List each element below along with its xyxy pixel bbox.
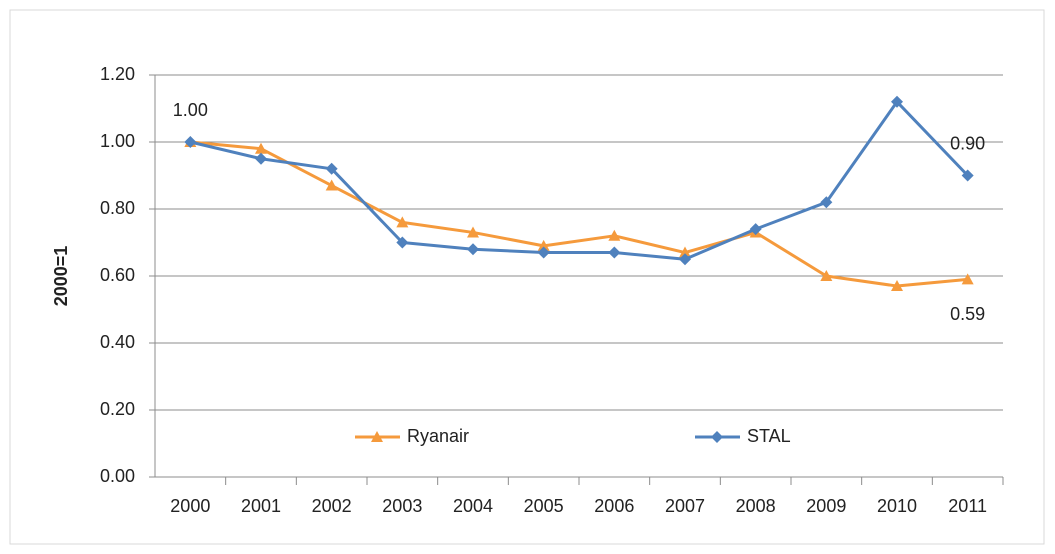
y-tick-label: 0.60 (100, 265, 135, 285)
marker (820, 196, 833, 209)
legend-label: STAL (747, 426, 791, 446)
x-tick-label: 2008 (736, 496, 776, 516)
x-tick-label: 2002 (312, 496, 352, 516)
marker (255, 152, 267, 165)
marker (537, 239, 550, 251)
x-tick-label: 2000 (170, 496, 210, 516)
y-tick-label: 0.80 (100, 198, 135, 218)
data-label: 0.59 (950, 304, 985, 324)
x-tick-label: 2004 (453, 496, 493, 516)
marker (891, 280, 903, 292)
marker (961, 273, 974, 285)
marker (891, 95, 903, 108)
marker (325, 179, 338, 191)
marker (820, 270, 833, 281)
data-label: 0.90 (950, 133, 985, 153)
marker (711, 431, 723, 443)
y-tick-label: 0.20 (100, 399, 135, 419)
data-label: 1.00 (173, 100, 208, 120)
marker (608, 229, 621, 241)
legend-label: Ryanair (407, 426, 469, 446)
x-tick-label: 2010 (877, 496, 917, 516)
x-tick-label: 2006 (594, 496, 634, 516)
marker (537, 246, 550, 259)
marker (467, 226, 479, 238)
x-tick-label: 2003 (382, 496, 422, 516)
marker (184, 136, 197, 148)
marker (679, 246, 691, 258)
marker (749, 223, 762, 236)
chart-border (9, 9, 1045, 545)
marker (961, 169, 974, 182)
marker (608, 246, 621, 259)
y-tick-label: 1.00 (100, 131, 135, 151)
x-tick-label: 2001 (241, 496, 281, 516)
marker (396, 236, 409, 249)
y-tick-label: 0.40 (100, 332, 135, 352)
series-line (190, 140, 968, 288)
y-tick-label: 1.20 (100, 64, 135, 84)
marker (396, 216, 409, 228)
marker (371, 431, 383, 442)
marker (255, 142, 267, 154)
marker (679, 253, 691, 266)
x-tick-label: 2005 (524, 496, 564, 516)
y-tick-label: 0.00 (100, 466, 135, 486)
y-axis-label: 2000=1 (51, 246, 71, 307)
marker (467, 243, 479, 256)
series-line (189, 100, 969, 261)
x-tick-label: 2011 (948, 496, 987, 516)
x-tick-label: 2009 (806, 496, 846, 516)
marker (325, 162, 338, 175)
x-tick-label: 2007 (665, 496, 705, 516)
